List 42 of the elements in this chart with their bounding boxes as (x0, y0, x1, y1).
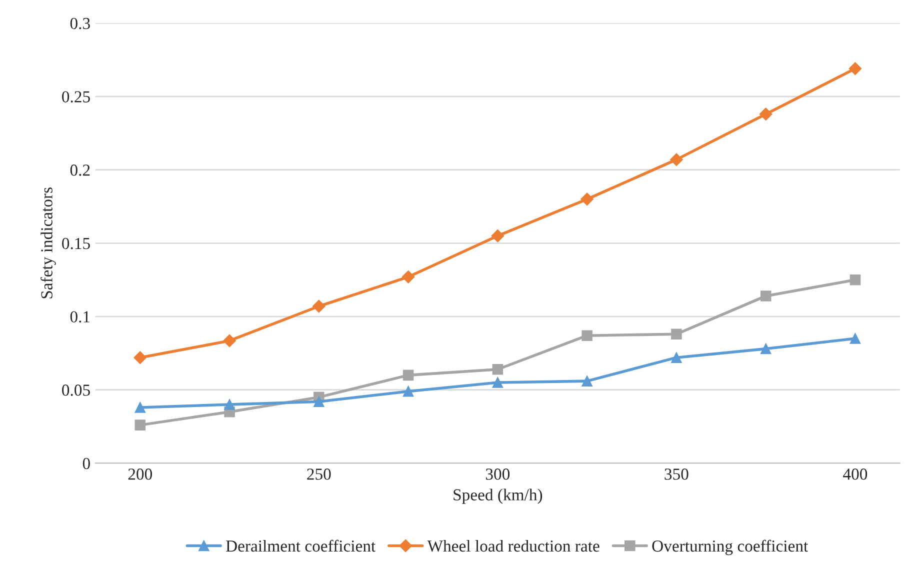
y-axis-title: Safety indicators (40, 188, 56, 298)
point (312, 300, 326, 313)
point (134, 420, 146, 430)
y-tick-label: 0.25 (62, 91, 90, 103)
point (402, 370, 414, 381)
point (402, 386, 414, 397)
x-tick-label: 300 (486, 468, 510, 480)
legend-label: Wheel load reduction rate (427, 540, 600, 552)
point (492, 364, 504, 375)
x-axis-title: Speed (km/h) (454, 488, 542, 504)
x-tick-label: 200 (128, 468, 152, 480)
point (671, 352, 682, 363)
point (314, 396, 324, 407)
y-tick-label: 0.15 (62, 238, 90, 250)
point (759, 108, 772, 121)
x-tick-label: 400 (843, 468, 868, 480)
point (492, 377, 504, 388)
point (223, 334, 236, 348)
x-tick-label: 350 (664, 468, 688, 480)
point (850, 333, 861, 344)
y-tick-label: 0.1 (70, 311, 90, 323)
y-tick-label: 0.3 (70, 18, 90, 30)
point (760, 290, 772, 302)
point (760, 343, 772, 354)
point (580, 192, 594, 206)
point (582, 330, 592, 341)
point (134, 402, 146, 413)
point (671, 328, 682, 340)
point (670, 153, 683, 166)
y-tick-label: 0 (82, 458, 90, 470)
y-tick-label: 0.05 (62, 384, 90, 396)
point (582, 376, 592, 386)
x-tick-label: 250 (307, 468, 331, 480)
point (224, 399, 235, 410)
point (850, 274, 861, 286)
point (491, 229, 504, 242)
point (848, 62, 862, 76)
legend-label: Overturning coefficient (652, 540, 808, 556)
y-tick-label: 0.2 (70, 164, 90, 176)
point (402, 270, 415, 284)
legend-label: Derailment coefficient (226, 540, 376, 552)
point (134, 351, 147, 364)
